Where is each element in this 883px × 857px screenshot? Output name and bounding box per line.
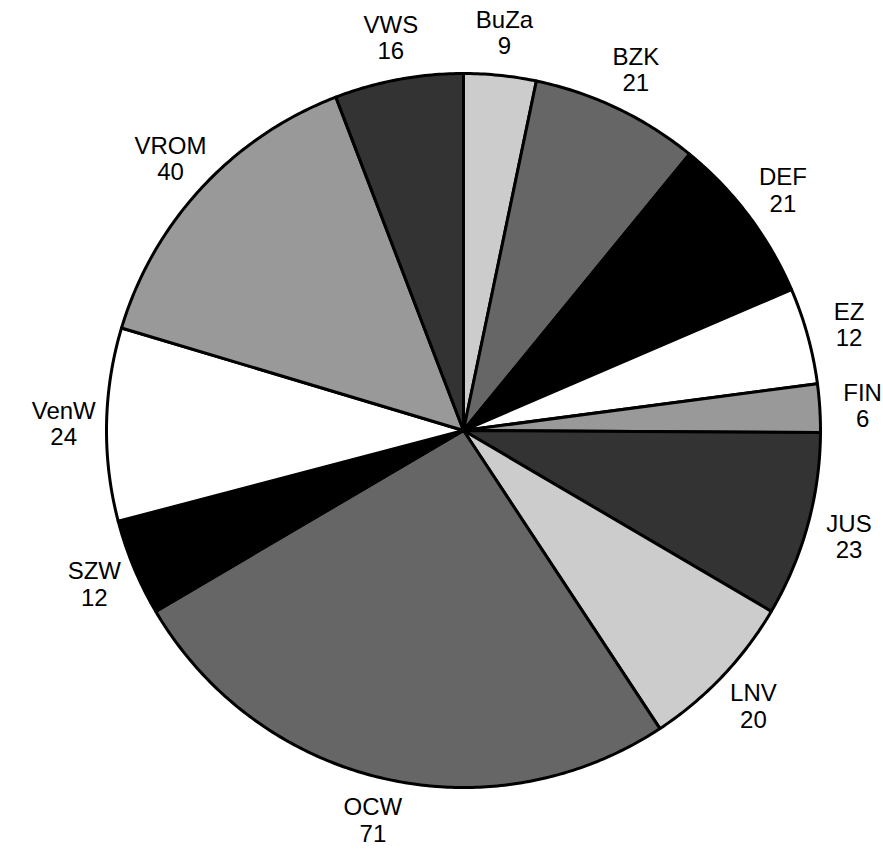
svg-text:VWS16: VWS16: [363, 11, 418, 64]
svg-text:JUS23: JUS23: [826, 510, 871, 563]
svg-text:FIN6: FIN6: [843, 379, 882, 432]
svg-text:EZ12: EZ12: [834, 298, 865, 351]
svg-text:VenW24: VenW24: [32, 397, 96, 450]
svg-text:LNV20: LNV20: [730, 679, 777, 732]
svg-text:SZW12: SZW12: [68, 557, 122, 610]
svg-text:BuZa9: BuZa9: [476, 6, 534, 59]
svg-text:VROM40: VROM40: [134, 132, 206, 185]
svg-text:DEF21: DEF21: [759, 163, 807, 216]
svg-text:BZK21: BZK21: [612, 43, 659, 96]
svg-text:OCW71: OCW71: [344, 793, 403, 846]
